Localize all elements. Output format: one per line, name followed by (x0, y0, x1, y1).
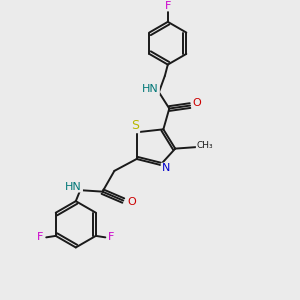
Text: F: F (108, 232, 115, 242)
Text: CH₃: CH₃ (196, 141, 213, 150)
Text: O: O (127, 197, 136, 207)
Text: HN: HN (142, 84, 159, 94)
Text: S: S (131, 119, 139, 132)
Text: N: N (161, 164, 170, 173)
Text: F: F (37, 232, 44, 242)
Text: O: O (192, 98, 201, 108)
Text: HN: HN (65, 182, 82, 192)
Text: F: F (165, 1, 171, 10)
